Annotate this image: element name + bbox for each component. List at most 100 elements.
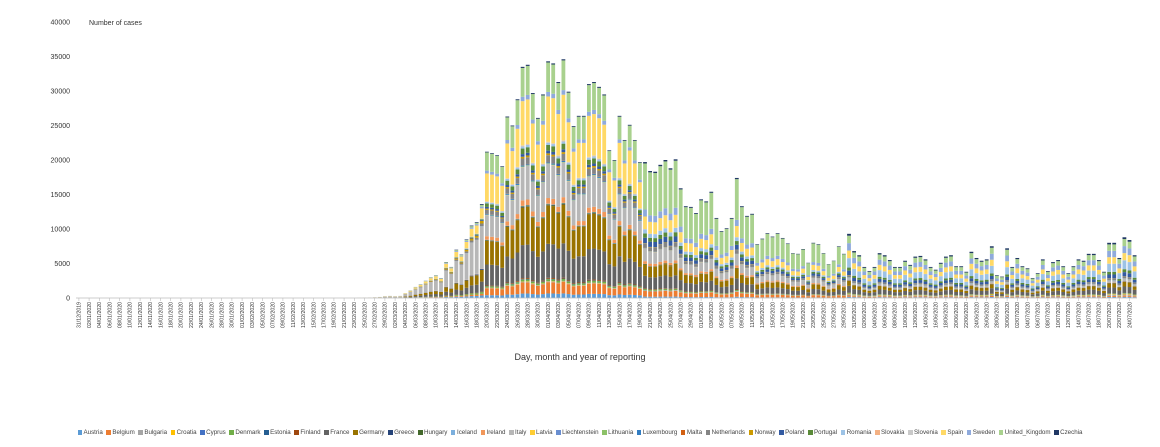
bar-segment-belgium [836, 295, 841, 298]
bar-segment-italy [571, 200, 576, 226]
bar-segment-france [938, 291, 943, 296]
bar-segment-romania [1076, 274, 1081, 280]
bar-segment-spain [974, 268, 979, 274]
bar-segment-croatia [989, 294, 994, 295]
bar-segment-portugal [801, 274, 805, 277]
day-bar [1000, 276, 1004, 298]
bar-segment-spain [536, 144, 540, 180]
bar-segment-ireland [597, 208, 601, 214]
day-bar [485, 151, 489, 298]
bar-segment-united_kingdom [933, 270, 938, 274]
day-bar [459, 254, 464, 298]
bar-segment-sweden [933, 273, 938, 278]
bar-segment-spain [561, 94, 566, 141]
bar-segment-germany [918, 286, 923, 291]
bar-segment-netherlands [1025, 287, 1030, 289]
x-tick-label: 12/03/2020 [444, 302, 450, 328]
bar-segment-ireland [699, 271, 703, 274]
bar-segment-czechia [592, 82, 596, 84]
bar-segment-united_kingdom [1025, 269, 1030, 273]
bar-segment-ireland [791, 285, 795, 287]
legend-item-ireland: Ireland [480, 428, 505, 437]
x-tick-label: 11/02/2020 [291, 302, 297, 328]
bar-segment-poland [689, 257, 693, 262]
bar-segment-belgium [648, 291, 652, 297]
day-bar [867, 271, 872, 298]
day-bar [612, 160, 617, 298]
bar-segment-france [602, 251, 607, 281]
bar-segment-czechia [1112, 242, 1117, 245]
bar-segment-bulgaria [1117, 295, 1122, 297]
bar-segment-united_kingdom [479, 205, 484, 207]
bar-segment-france [816, 289, 821, 295]
bar-segment-czechia [949, 255, 953, 257]
bar-segment-ireland [678, 268, 683, 271]
bar-segment-belgium [1071, 296, 1076, 298]
bar-segment-france [663, 275, 668, 289]
bar-segment-denmark [459, 295, 464, 297]
bar-segment-spain [709, 234, 714, 245]
bar-segment-belgium [474, 294, 479, 296]
bar-segment-czechia [1000, 276, 1004, 278]
bar-segment-united_kingdom [643, 163, 647, 210]
bar-segment-denmark [638, 287, 642, 289]
bar-segment-romania [806, 280, 811, 282]
bar-segment-poland [1102, 286, 1106, 289]
bar-segment-romania [617, 178, 622, 181]
bar-segment-netherlands [704, 259, 709, 263]
bar-segment-germany [1010, 289, 1015, 293]
bar-segment-greece [469, 275, 474, 277]
bar-segment-netherlands [969, 281, 974, 283]
bar-segment-portugal [1005, 274, 1009, 277]
bar-segment-spain [811, 264, 816, 271]
bar-segment-finland [617, 282, 622, 284]
bar-segment-sweden [750, 243, 754, 248]
bar-segment-spain [576, 142, 581, 178]
bar-segment-italy [989, 281, 994, 284]
bar-segment-united_kingdom [944, 257, 948, 263]
bar-segment-czechia [785, 243, 790, 245]
bar-segment-luxembourg [500, 222, 505, 224]
bar-segment-austria [668, 296, 673, 298]
x-tick-label: 18/03/2020 [475, 302, 481, 328]
bar-segment-romania [689, 251, 693, 255]
bar-segment-germany [760, 283, 765, 289]
bar-segment-italy [714, 268, 719, 277]
bar-segment-germany [546, 205, 550, 244]
bar-segment-sweden [464, 240, 469, 242]
bar-segment-spain [836, 266, 841, 272]
bar-segment-italy [383, 296, 387, 298]
bar-segment-austria [877, 297, 882, 298]
day-bar [581, 115, 586, 298]
bar-segment-france [678, 280, 683, 291]
x-tick-label: 25/04/2020 [668, 302, 674, 328]
bar-segment-belgium [617, 285, 622, 295]
bar-segment-italy [495, 217, 499, 238]
bar-segment-portugal [918, 278, 923, 281]
bar-segment-portugal [500, 212, 505, 216]
bar-segment-romania [984, 274, 989, 280]
x-tick-label: 08/03/2020 [424, 302, 430, 328]
day-bar [1025, 268, 1030, 298]
bar-segment-portugal [811, 271, 816, 274]
bar-segment-hungary [648, 266, 652, 267]
bar-segment-italy [694, 267, 698, 275]
bar-segment-austria [704, 297, 709, 298]
bar-segment-sweden [821, 268, 826, 272]
bar-segment-germany [689, 275, 693, 284]
bar-segment-portugal [729, 260, 734, 263]
bar-segment-france [1056, 290, 1060, 295]
bar-segment-romania [602, 164, 607, 167]
bar-segment-italy [581, 194, 586, 222]
bar-segment-czechia [836, 246, 841, 247]
bars [357, 59, 1137, 298]
bar-segment-spain [969, 263, 974, 270]
bar-segment-norway [469, 238, 474, 241]
bar-segment-italy [944, 284, 948, 287]
bar-segment-belgium [597, 283, 601, 294]
bar-segment-italy [949, 284, 953, 287]
bar-segment-italy [1015, 285, 1020, 287]
bar-segment-romania [1132, 271, 1137, 278]
bar-segment-poland [597, 166, 601, 169]
bar-segment-poland [811, 273, 816, 276]
